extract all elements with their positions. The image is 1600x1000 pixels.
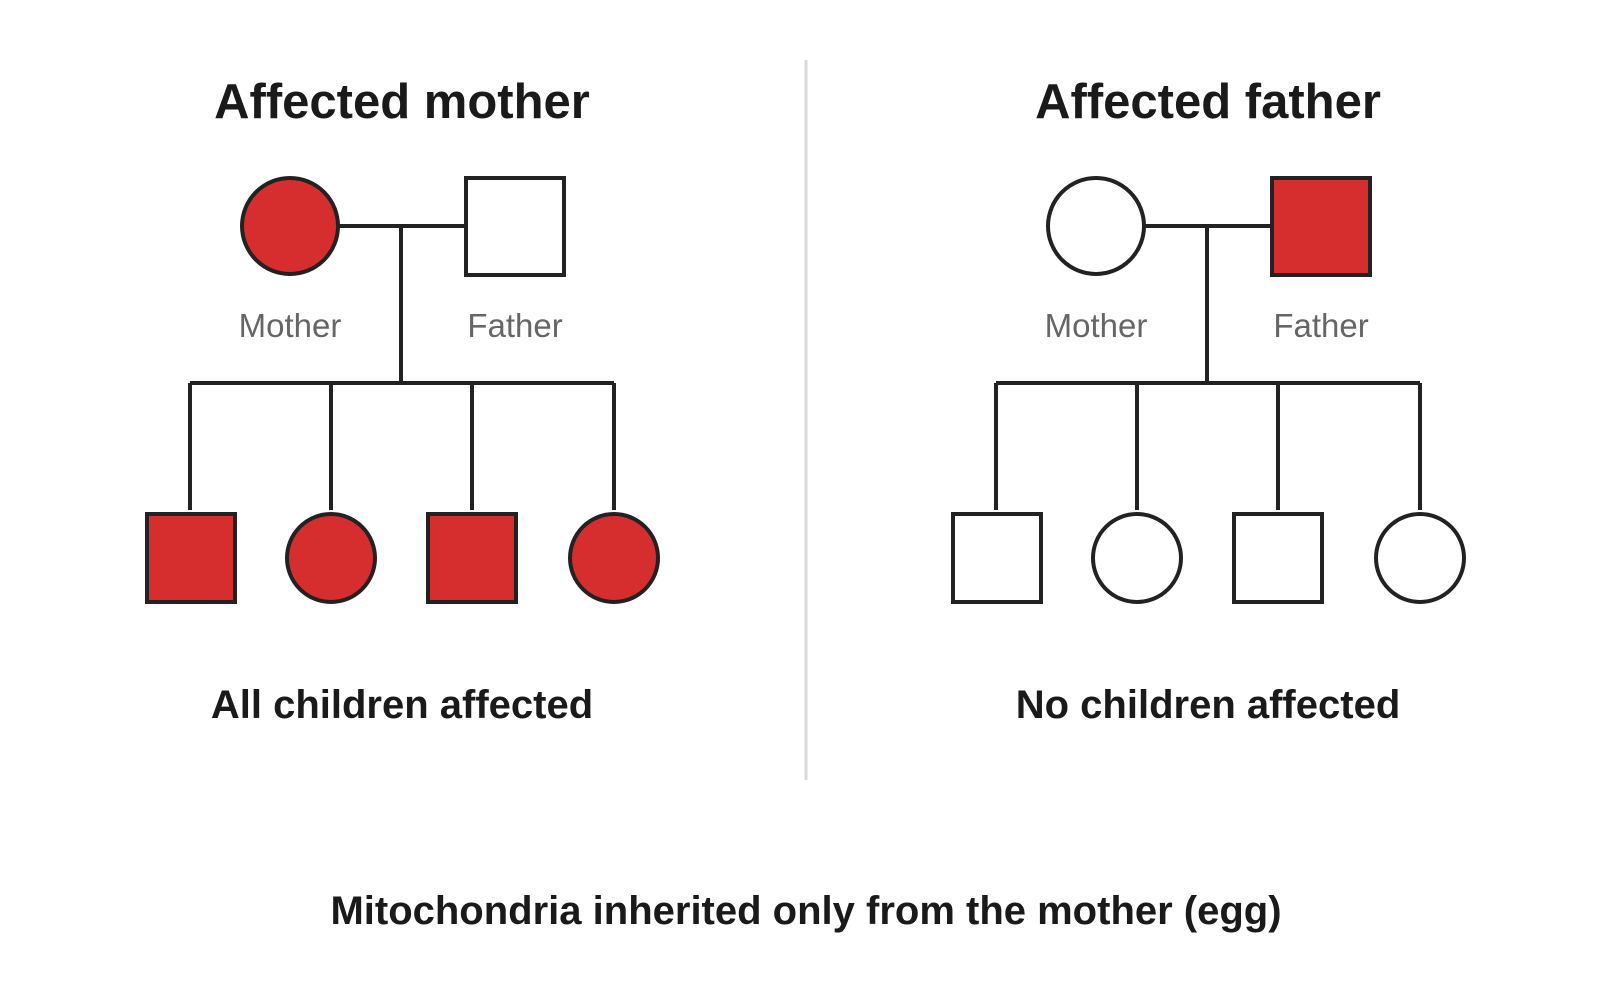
child-1-son-symbol — [951, 512, 1043, 604]
no-children-affected-label: No children affected — [1016, 683, 1401, 727]
mother-label: Mother — [239, 307, 342, 344]
father-label: Father — [467, 307, 562, 344]
father-symbol — [464, 176, 566, 277]
child-3-son-symbol — [1232, 512, 1324, 604]
all-children-affected-label: All children affected — [211, 683, 593, 727]
affected-mother-title: Affected mother — [214, 75, 590, 129]
child-2-daughter-symbol — [285, 512, 377, 604]
child-4-daughter-symbol — [1374, 512, 1466, 604]
affected-father-panel: Affected father Mother Father No childre… — [951, 75, 1466, 727]
child-4-daughter-symbol — [568, 512, 660, 604]
child-2-daughter-symbol — [1091, 512, 1183, 604]
father-symbol — [1270, 176, 1372, 277]
mother-label: Mother — [1045, 307, 1148, 344]
child-3-son-symbol — [426, 512, 518, 604]
affected-father-title: Affected father — [1035, 75, 1381, 129]
mother-symbol — [1046, 176, 1146, 276]
child-1-son-symbol — [145, 512, 237, 604]
mother-symbol — [240, 176, 340, 276]
inheritance-caption: Mitochondria inherited only from the mot… — [330, 889, 1281, 933]
father-label: Father — [1273, 307, 1368, 344]
affected-mother-panel: Affected mother Mother Father All childr… — [145, 75, 660, 727]
